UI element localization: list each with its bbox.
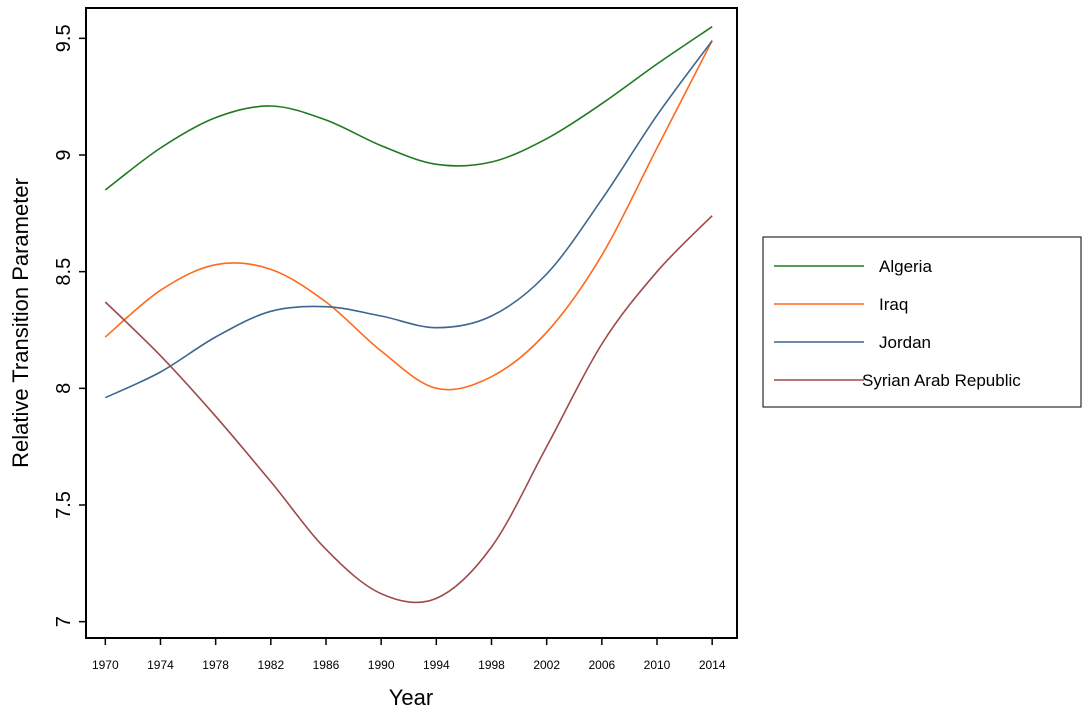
y-axis: 7 7.5 8 8.5 9 9.5 [53, 24, 86, 627]
x-tick-label: 1978 [202, 658, 229, 672]
legend-label-jordan: Jordan [879, 333, 931, 352]
y-tick-label: 8 [53, 383, 75, 394]
x-tick-label: 1990 [368, 658, 395, 672]
x-tick-label: 1982 [257, 658, 284, 672]
x-axis: 1970 1974 1978 1982 1986 1990 1994 1998 2002 2006… [92, 638, 726, 672]
y-tick-label: 7.5 [53, 491, 75, 519]
x-tick-label: 2010 [644, 658, 671, 672]
x-tick-label: 2014 [699, 658, 726, 672]
x-tick-label: 1986 [313, 658, 340, 672]
x-axis-title: Year [389, 685, 433, 710]
x-tick-label: 1994 [423, 658, 450, 672]
series-line-jordan [104, 40, 713, 399]
x-tick-label: 1998 [478, 658, 505, 672]
y-tick-label: 7 [53, 616, 75, 627]
x-tick-label: 2002 [533, 658, 560, 672]
legend-label-iraq: Iraq [879, 295, 908, 314]
legend-label-algeria: Algeria [879, 257, 932, 276]
legend-label-syrian-arab-republic: Syrian Arab Republic [862, 371, 1021, 390]
y-tick-label: 9.5 [53, 24, 75, 52]
series-line-iraq [104, 40, 713, 391]
x-tick-label: 1974 [147, 658, 174, 672]
y-tick-label: 9 [53, 149, 75, 160]
x-tick-label: 2006 [588, 658, 615, 672]
x-tick-label: 1970 [92, 658, 119, 672]
series-lines [104, 26, 713, 604]
y-tick-label: 8.5 [53, 258, 75, 286]
y-axis-title: Relative Transition Parameter [8, 178, 33, 468]
series-line-algeria [104, 26, 713, 191]
plot-frame [85, 7, 738, 639]
series-line-syrian-arab-republic [104, 215, 713, 604]
legend: Algeria Iraq Jordan Syrian Arab Republic [762, 236, 1082, 408]
